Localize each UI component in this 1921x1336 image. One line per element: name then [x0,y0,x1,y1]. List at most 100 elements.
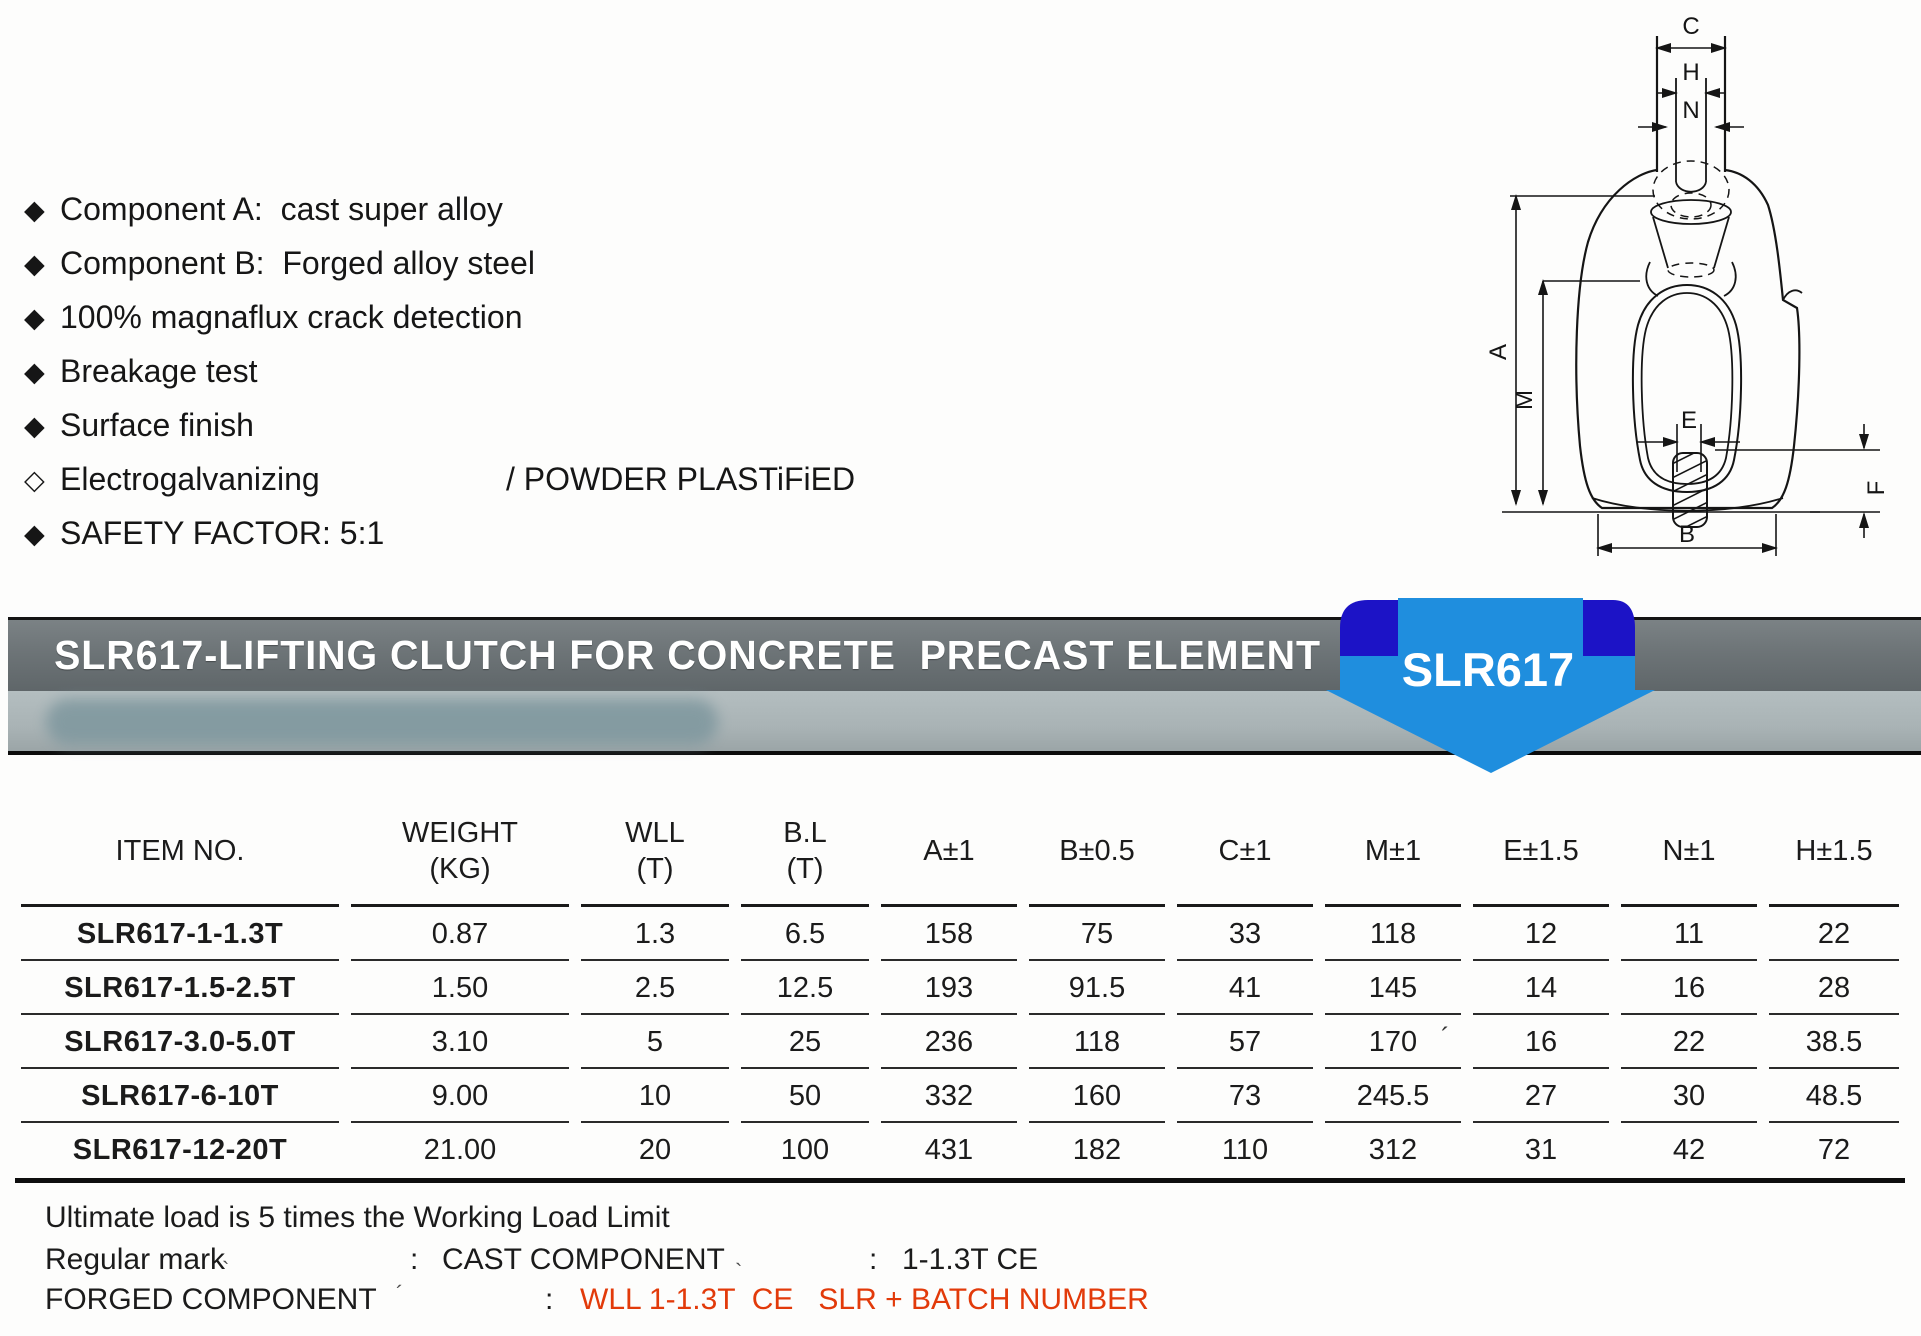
item-no: SLR617-3.0-5.0T [15,1015,345,1069]
footer-forged-line: FORGED COMPONENT ´ : WLL 1-1.3T CE SLR +… [0,1281,1921,1323]
col-header-a: A±1 [875,795,1023,907]
cell: 31 [1524,1133,1558,1166]
dim-label-h: H [1682,59,1699,86]
cell: 57 [1171,1015,1319,1069]
redaction-smudge [46,699,718,745]
feature-text: Breakage test [60,353,258,389]
cell: 25 [735,1015,875,1069]
cell: 16 [1467,1015,1615,1069]
feature-item: ◆ 100% magnaflux crack detection [24,290,535,344]
item-no: SLR617-12-20T [72,1133,288,1166]
feature-item: ◇ Electrogalvanizing / POWDER PLASTiFiED [24,452,855,506]
item-no: SLR617-1-1.3T [15,907,345,961]
item-no: SLR617-1.5-2.5T [15,961,345,1015]
col-header-item: ITEM NO. [15,795,345,907]
cell: 14 [1467,961,1615,1015]
cell: 48.5 [1763,1069,1905,1123]
footer-regular-mark-line: Regular mark ` : CAST COMPONENT ` : 1-1.… [0,1243,1921,1284]
cell: 10 [575,1069,735,1123]
cell: 160 [1023,1069,1171,1123]
cell: 145 [1319,961,1467,1015]
feature-list: ◆ Component A: cast super alloy ◆ Componen… [24,182,855,560]
feature-text: SAFETY FACTOR: 5:1 [60,515,385,551]
cell: 73 [1171,1069,1319,1123]
item-no: SLR617-6-10T [15,1069,345,1123]
cell: 28 [1763,961,1905,1015]
diamond-bullet-icon: ◆ [24,195,45,225]
cell: 0.87 [345,907,575,961]
feature-text: Component B: Forged alloy steel [60,245,535,281]
table-bottom-rule [15,1178,1905,1183]
cell: 5 [575,1015,735,1069]
cell: 75 [1023,907,1171,961]
cell: 12.5 [735,961,875,1015]
cell: 100 [780,1133,830,1166]
forged-mark-value: WLL 1-1.3T CE SLR + BATCH NUMBER [580,1283,1149,1316]
cell: 110 [1221,1133,1269,1166]
col-header-b: B±0.5 [1023,795,1171,907]
feature-item: ◆ SAFETY FACTOR: 5:1 [24,506,535,560]
col-header-e: E±1.5 [1467,795,1615,907]
cell: 91.5 [1023,961,1171,1015]
col-header-weight: WEIGHT (KG) [345,795,575,907]
cell: 170 [1319,1015,1467,1069]
feature-item: ◆ Component B: Forged alloy steel [24,236,535,290]
cell: 3.10 [345,1015,575,1069]
feature-text: Component A: cast super alloy [60,191,503,227]
feature-item: ◆ Breakage test [24,344,535,398]
open-diamond-bullet-icon: ◇ [24,465,45,495]
cell: 20 [638,1133,672,1166]
ribbon-left-hump [1340,600,1398,656]
col-header-h: H±1.5 [1763,795,1905,907]
scan-artifact-tick: ´ [396,1281,404,1306]
table-row: SLR617-12-20T 21.00 20 100 431 182 110 3… [15,1123,1905,1177]
cell: 12 [1467,907,1615,961]
feature-item: ◆ Surface finish [24,398,535,452]
dim-label-b: B [1679,521,1695,548]
ribbon-arrow [1326,598,1655,773]
dim-label-f: F [1863,481,1890,496]
feature-text: 100% magnaflux crack detection [60,299,523,335]
colon: : [410,1243,419,1276]
diamond-bullet-icon: ◆ [24,357,45,387]
colon: : [869,1243,878,1276]
cell: 431 [924,1133,974,1166]
dim-label-n: N [1682,97,1699,124]
col-header-c: C±1 [1171,795,1319,907]
cell: 182 [1072,1133,1122,1166]
dim-label-e: E [1681,407,1697,434]
regular-mark-label: Regular mark [45,1243,226,1276]
forged-component-label: FORGED COMPONENT [45,1283,377,1316]
cell: 193 [875,961,1023,1015]
ribbon-right-hump [1583,600,1635,656]
cell: 11 [1615,907,1763,961]
diamond-bullet-icon: ◆ [24,519,45,549]
cell: 21.00 [423,1133,497,1166]
diamond-bullet-icon: ◆ [24,303,45,333]
table-row: SLR617-6-10T 9.00 10 50 332 160 73 245.5… [15,1069,1905,1123]
dim-label-c: C [1682,13,1699,40]
cell: 236 [875,1015,1023,1069]
cell: 1.50 [345,961,575,1015]
model-ribbon: SLR617 [1326,598,1655,773]
col-header-bl: B.L (T) [735,795,875,907]
regular-mark-value: 1-1.3T CE [902,1243,1039,1276]
colon: : [545,1283,554,1316]
cell: 158 [875,907,1023,961]
col-header-m: M±1 [1319,795,1467,907]
cell: 33 [1171,907,1319,961]
cell: 118 [1023,1015,1171,1069]
cell: 42 [1672,1133,1706,1166]
spec-table: ITEM NO. WEIGHT (KG) WLL (T) B.L (T) A±1 B±… [15,795,1905,1183]
col-header-n: N±1 [1615,795,1763,907]
cell: 41 [1171,961,1319,1015]
table-row: SLR617-1.5-2.5T 1.50 2.5 12.5 193 91.5 4… [15,961,1905,1015]
feature-text-secondary: / POWDER PLASTiFiED [506,461,856,497]
cell: 312 [1368,1133,1418,1166]
dim-label-m: M [1511,390,1538,410]
diamond-bullet-icon: ◆ [24,411,45,441]
feature-item: ◆ Component A: cast super alloy [24,182,535,236]
feature-text: Surface finish [60,407,254,443]
diamond-bullet-icon: ◆ [24,249,45,279]
cell: 332 [875,1069,1023,1123]
